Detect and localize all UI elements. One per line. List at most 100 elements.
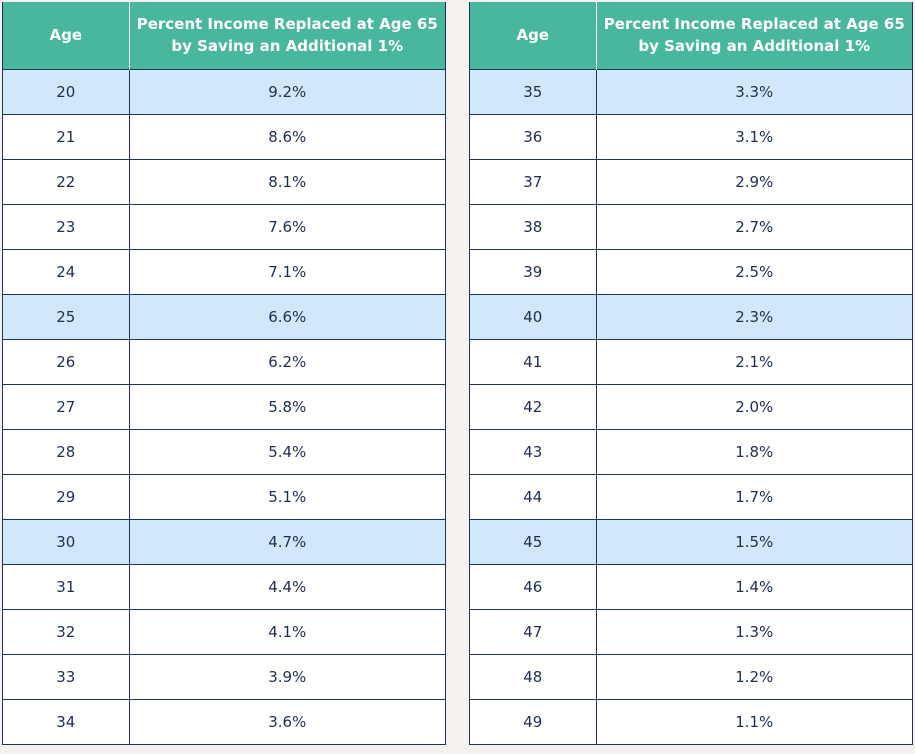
income-table-right: Age Percent Income Replaced at Age 65 by… xyxy=(469,2,913,745)
percent-cell: 6.2% xyxy=(128,338,445,384)
age-cell: 31 xyxy=(3,563,129,609)
age-cell: 33 xyxy=(3,653,129,699)
table-body: 20 9.2% 21 8.6% 22 8.1% 23 7.6% 24 7.1% 25 6.6% 26 6.… xyxy=(3,68,445,744)
percent-cell: 2.5% xyxy=(595,248,912,294)
age-cell: 21 xyxy=(3,113,129,159)
age-cell: 27 xyxy=(3,383,129,429)
age-cell: 23 xyxy=(3,203,129,249)
table-row: 43 1.8% xyxy=(470,428,912,474)
table-row: 34 3.6% xyxy=(3,698,445,744)
percent-cell: 7.1% xyxy=(128,248,445,294)
age-cell: 42 xyxy=(470,383,596,429)
table-row: 40 2.3% xyxy=(470,293,912,339)
table-row: 28 5.4% xyxy=(3,428,445,474)
age-cell: 47 xyxy=(470,608,596,654)
percent-cell: 4.7% xyxy=(128,518,445,564)
percent-cell: 3.3% xyxy=(595,68,912,114)
column-header-age: Age xyxy=(3,2,129,69)
age-cell: 28 xyxy=(3,428,129,474)
table-row: 44 1.7% xyxy=(470,473,912,519)
column-header-age: Age xyxy=(470,2,596,69)
table-row: 42 2.0% xyxy=(470,383,912,429)
age-cell: 20 xyxy=(3,68,129,114)
percent-cell: 3.1% xyxy=(595,113,912,159)
percent-cell: 5.1% xyxy=(128,473,445,519)
age-cell: 24 xyxy=(3,248,129,294)
percent-cell: 1.7% xyxy=(595,473,912,519)
table-row: 26 6.2% xyxy=(3,338,445,384)
age-cell: 37 xyxy=(470,158,596,204)
percent-cell: 1.2% xyxy=(595,653,912,699)
table-row: 36 3.1% xyxy=(470,113,912,159)
table-row: 25 6.6% xyxy=(3,293,445,339)
percent-cell: 4.1% xyxy=(128,608,445,654)
table-row: 45 1.5% xyxy=(470,518,912,564)
percent-cell: 1.8% xyxy=(595,428,912,474)
percent-cell: 9.2% xyxy=(128,68,445,114)
age-cell: 46 xyxy=(470,563,596,609)
table-row: 21 8.6% xyxy=(3,113,445,159)
percent-cell: 2.7% xyxy=(595,203,912,249)
header-row: Age Percent Income Replaced at Age 65 by… xyxy=(470,2,912,69)
column-header-percent: Percent Income Replaced at Age 65 by Sav… xyxy=(128,2,445,69)
percent-cell: 2.1% xyxy=(595,338,912,384)
percent-cell: 4.4% xyxy=(128,563,445,609)
age-cell: 41 xyxy=(470,338,596,384)
table-row: 22 8.1% xyxy=(3,158,445,204)
table-row: 41 2.1% xyxy=(470,338,912,384)
table-row: 48 1.2% xyxy=(470,653,912,699)
percent-cell: 1.5% xyxy=(595,518,912,564)
table-body: 35 3.3% 36 3.1% 37 2.9% 38 2.7% 39 2.5% 40 2.3% 41 2.… xyxy=(470,68,912,744)
table-row: 23 7.6% xyxy=(3,203,445,249)
table-row: 31 4.4% xyxy=(3,563,445,609)
table-row: 32 4.1% xyxy=(3,608,445,654)
age-cell: 35 xyxy=(470,68,596,114)
percent-cell: 3.6% xyxy=(128,698,445,744)
age-cell: 32 xyxy=(3,608,129,654)
age-cell: 39 xyxy=(470,248,596,294)
percent-cell: 1.1% xyxy=(595,698,912,744)
table-row: 33 3.9% xyxy=(3,653,445,699)
age-cell: 48 xyxy=(470,653,596,699)
age-cell: 44 xyxy=(470,473,596,519)
table-row: 49 1.1% xyxy=(470,698,912,744)
percent-cell: 2.9% xyxy=(595,158,912,204)
header-row: Age Percent Income Replaced at Age 65 by… xyxy=(3,2,445,69)
percent-cell: 6.6% xyxy=(128,293,445,339)
table-row: 37 2.9% xyxy=(470,158,912,204)
percent-cell: 5.8% xyxy=(128,383,445,429)
percent-cell: 7.6% xyxy=(128,203,445,249)
age-cell: 34 xyxy=(3,698,129,744)
age-cell: 25 xyxy=(3,293,129,339)
percent-cell: 2.3% xyxy=(595,293,912,339)
table-row: 38 2.7% xyxy=(470,203,912,249)
age-cell: 22 xyxy=(3,158,129,204)
age-cell: 29 xyxy=(3,473,129,519)
age-cell: 40 xyxy=(470,293,596,339)
age-cell: 49 xyxy=(470,698,596,744)
percent-cell: 8.1% xyxy=(128,158,445,204)
percent-cell: 1.4% xyxy=(595,563,912,609)
table-row: 24 7.1% xyxy=(3,248,445,294)
percent-cell: 1.3% xyxy=(595,608,912,654)
age-cell: 45 xyxy=(470,518,596,564)
table-row: 27 5.8% xyxy=(3,383,445,429)
column-header-percent: Percent Income Replaced at Age 65 by Sav… xyxy=(595,2,912,69)
percent-cell: 3.9% xyxy=(128,653,445,699)
table-row: 29 5.1% xyxy=(3,473,445,519)
percent-cell: 5.4% xyxy=(128,428,445,474)
percent-cell: 8.6% xyxy=(128,113,445,159)
percent-cell: 2.0% xyxy=(595,383,912,429)
age-cell: 36 xyxy=(470,113,596,159)
table-row: 30 4.7% xyxy=(3,518,445,564)
table-row: 46 1.4% xyxy=(470,563,912,609)
table-row: 20 9.2% xyxy=(3,68,445,114)
income-table-left: Age Percent Income Replaced at Age 65 by… xyxy=(2,2,446,745)
age-cell: 30 xyxy=(3,518,129,564)
table-row: 47 1.3% xyxy=(470,608,912,654)
age-cell: 43 xyxy=(470,428,596,474)
table-row: 39 2.5% xyxy=(470,248,912,294)
data-table: Age Percent Income Replaced at Age 65 by… xyxy=(3,2,445,744)
table-row: 35 3.3% xyxy=(470,68,912,114)
data-table: Age Percent Income Replaced at Age 65 by… xyxy=(470,2,912,744)
